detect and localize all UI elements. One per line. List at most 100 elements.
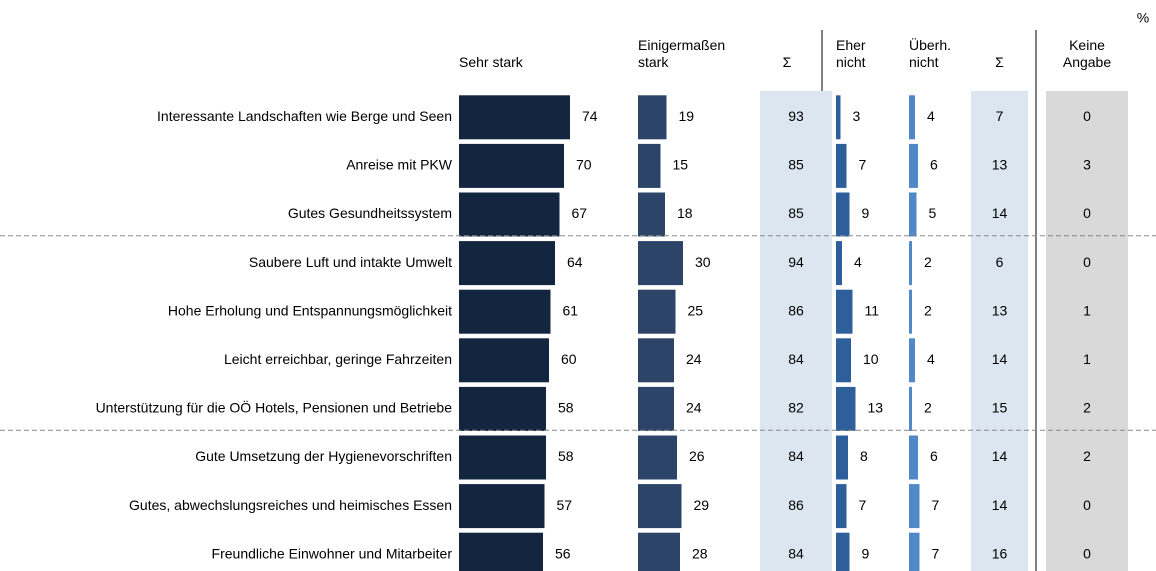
value-label: 70 xyxy=(576,157,592,173)
value-label: 16 xyxy=(992,545,1008,561)
value-label: 64 xyxy=(567,254,583,270)
column-band xyxy=(971,91,1028,571)
category-label: Gutes, abwechslungsreiches und heimische… xyxy=(129,497,452,513)
bar xyxy=(638,143,661,188)
category-label: Hohe Erholung und Entspannungsmöglichkei… xyxy=(168,302,452,318)
value-label: 3 xyxy=(1083,157,1091,173)
value-label: 84 xyxy=(788,351,804,367)
column-band xyxy=(760,91,832,571)
value-label: 84 xyxy=(788,448,804,464)
value-label: 15 xyxy=(673,157,689,173)
value-label: 1 xyxy=(1083,302,1091,318)
value-label: 7 xyxy=(932,545,940,561)
bar xyxy=(459,338,549,383)
column-header: Überh. nicht xyxy=(909,37,952,70)
value-label: 60 xyxy=(561,351,577,367)
category-label: Interessante Landschaften wie Berge und … xyxy=(157,108,452,124)
value-label: 8 xyxy=(860,448,868,464)
value-label: 13 xyxy=(992,157,1008,173)
value-label: 4 xyxy=(854,254,862,270)
value-label: 24 xyxy=(686,351,702,367)
bar xyxy=(459,192,560,237)
value-label: 14 xyxy=(992,448,1008,464)
column-header: Einigermaßen stark xyxy=(638,37,726,70)
value-label: 19 xyxy=(679,108,695,124)
bar xyxy=(836,143,847,188)
bar xyxy=(638,192,665,237)
bar xyxy=(909,289,912,334)
value-label: 82 xyxy=(788,400,804,416)
category-label: Gutes Gesundheitssystem xyxy=(288,205,452,221)
value-label: 2 xyxy=(1083,448,1091,464)
value-label: 74 xyxy=(582,108,598,124)
bar xyxy=(638,386,674,431)
value-label: 5 xyxy=(929,205,937,221)
value-label: 2 xyxy=(1083,400,1091,416)
bar xyxy=(459,143,564,188)
value-label: 6 xyxy=(996,254,1004,270)
bar xyxy=(836,241,842,286)
unit-label: % xyxy=(1137,10,1149,26)
column-header: Σ xyxy=(995,54,1004,70)
bar xyxy=(836,484,847,529)
value-label: 14 xyxy=(992,351,1008,367)
value-label: 84 xyxy=(788,545,804,561)
bar xyxy=(836,532,850,571)
bar xyxy=(459,95,570,140)
value-label: 25 xyxy=(688,302,704,318)
value-label: 67 xyxy=(572,205,588,221)
value-label: 0 xyxy=(1083,497,1091,513)
value-label: 28 xyxy=(692,545,708,561)
value-label: 7 xyxy=(996,108,1004,124)
value-label: 94 xyxy=(788,254,804,270)
bar xyxy=(836,289,853,334)
value-label: 9 xyxy=(862,545,870,561)
value-label: 7 xyxy=(859,497,867,513)
bar xyxy=(459,532,543,571)
category-label: Anreise mit PKW xyxy=(346,157,453,173)
bar xyxy=(909,192,917,237)
bar xyxy=(909,95,915,140)
value-label: 9 xyxy=(862,205,870,221)
bar xyxy=(836,435,848,480)
value-label: 15 xyxy=(992,400,1008,416)
value-label: 4 xyxy=(927,108,935,124)
column-header: Eher nicht xyxy=(836,37,866,70)
value-label: 13 xyxy=(992,302,1008,318)
bar xyxy=(836,95,841,140)
bar xyxy=(909,143,918,188)
bar xyxy=(836,386,856,431)
bar xyxy=(638,484,682,529)
value-label: 11 xyxy=(865,302,880,318)
bar xyxy=(638,241,683,286)
category-label: Unterstützung für die OÖ Hotels, Pension… xyxy=(96,399,453,416)
value-label: 7 xyxy=(859,157,867,173)
bar xyxy=(459,386,546,431)
value-label: 0 xyxy=(1083,254,1091,270)
value-label: 18 xyxy=(677,205,693,221)
category-label: Gute Umsetzung der Hygienevorschriften xyxy=(195,448,452,464)
value-label: 0 xyxy=(1083,205,1091,221)
bar xyxy=(459,435,546,480)
value-label: 58 xyxy=(558,400,574,416)
value-label: 6 xyxy=(930,157,938,173)
value-label: 61 xyxy=(563,302,579,318)
bar xyxy=(909,435,918,480)
column-header: Sehr stark xyxy=(459,54,523,70)
value-label: 7 xyxy=(932,497,940,513)
value-label: 57 xyxy=(557,497,573,513)
value-label: 13 xyxy=(868,400,884,416)
value-label: 4 xyxy=(927,351,935,367)
value-label: 56 xyxy=(555,545,571,561)
value-label: 2 xyxy=(924,254,932,270)
bar xyxy=(638,95,667,140)
bar xyxy=(638,435,677,480)
value-label: 1 xyxy=(1083,351,1091,367)
value-label: 24 xyxy=(686,400,702,416)
category-label: Saubere Luft und intakte Umwelt xyxy=(249,254,452,270)
value-label: 29 xyxy=(694,497,710,513)
column-band xyxy=(1046,91,1128,571)
column-header: Σ xyxy=(782,54,792,70)
